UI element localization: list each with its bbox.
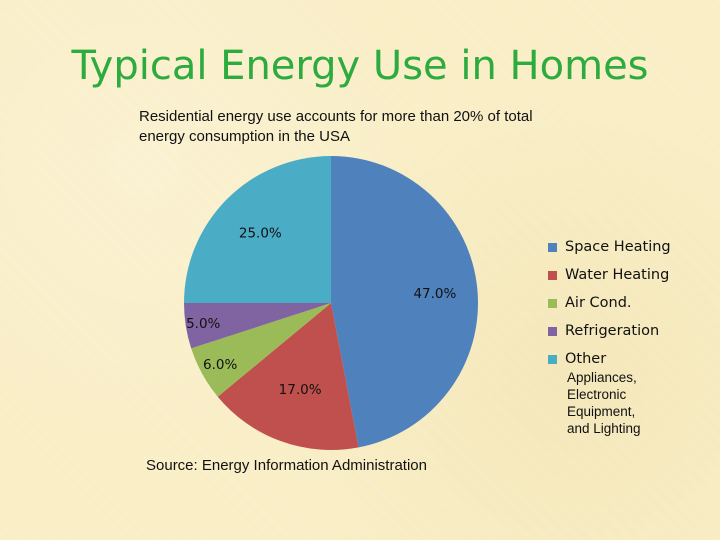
legend-label: Water Heating bbox=[565, 267, 670, 283]
legend-swatch bbox=[548, 326, 557, 336]
pie-slice-other bbox=[184, 156, 331, 303]
legend-swatch bbox=[548, 298, 557, 308]
pie-slice-water-heating bbox=[217, 303, 359, 450]
pie-slices bbox=[184, 156, 479, 450]
pie-slice-refrigeration bbox=[184, 303, 331, 349]
pie-data-labels: 47.0% 17.0% 6.0% 5.0% 25.0% bbox=[186, 225, 456, 397]
subtitle: Residential energy use accounts for more… bbox=[139, 108, 533, 145]
legend-item: Refrigeration bbox=[548, 317, 718, 345]
pie-data-label: 25.0% bbox=[239, 225, 282, 241]
legend-item: Space Heating bbox=[548, 233, 718, 261]
legend-label: Other bbox=[565, 351, 607, 367]
page-title: Typical Energy Use in Homes bbox=[71, 43, 649, 89]
pie-data-label: 17.0% bbox=[279, 382, 322, 398]
pie-data-label: 5.0% bbox=[186, 316, 220, 332]
legend-item: Other bbox=[548, 345, 718, 373]
legend-swatch bbox=[548, 354, 557, 364]
legend-swatch bbox=[548, 270, 557, 280]
pie-slice-space-heating bbox=[331, 156, 479, 448]
source-caption: Source: Energy Information Administratio… bbox=[146, 457, 427, 474]
legend-label: Air Cond. bbox=[565, 295, 632, 311]
legend-item: Water Heating bbox=[548, 261, 718, 289]
legend-label: Space Heating bbox=[565, 239, 671, 255]
pie-data-label: 47.0% bbox=[413, 286, 456, 302]
other-note-line: and Lighting bbox=[567, 421, 641, 436]
legend-item: Air Cond. bbox=[548, 289, 718, 317]
other-category-note: Appliances, Electronic Equipment, and Li… bbox=[567, 369, 677, 437]
pie-data-label: 6.0% bbox=[203, 357, 237, 373]
other-note-line: Equipment, bbox=[567, 404, 636, 419]
chart-legend: Space Heating Water Heating Air Cond. Refri… bbox=[548, 233, 718, 373]
other-note-line: Electronic bbox=[567, 387, 627, 402]
legend-swatch bbox=[548, 242, 557, 252]
pie-slice-air-cond bbox=[191, 303, 331, 397]
other-note-line: Appliances, bbox=[567, 370, 637, 385]
legend-label: Refrigeration bbox=[565, 323, 660, 339]
